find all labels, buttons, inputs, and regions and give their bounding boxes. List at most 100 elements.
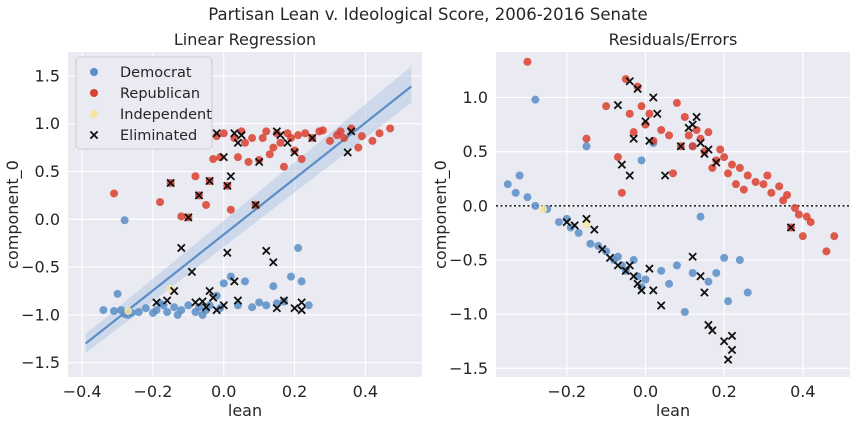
democrat-point [641,275,650,284]
eliminated-point [230,129,239,138]
republican-point [708,163,717,172]
republican-point [248,134,257,143]
right-chart-panel: −0.2 0.0 0.2 0.4 −1.5 −1.0 −0.5 0.0 0.5 1.0 Residu… [431,30,850,420]
y-axis-label: component_0 [3,160,23,269]
democrat-point [163,308,172,316]
republican-point [672,98,681,107]
y-tick-label: −1.0 [21,305,60,324]
y-tick-label: 1.0 [463,88,488,107]
eliminated-point [637,286,646,295]
democrat-point [511,188,520,197]
democrat-point [602,247,611,256]
democrat-point [99,306,108,315]
y-tick-label: −0.5 [449,251,488,270]
eliminated-point [230,277,239,286]
x-tick-label: 0.0 [633,382,658,401]
republican-point [357,132,366,141]
legend-box [75,56,213,150]
republican-point [743,171,752,180]
eliminated-point [191,298,200,307]
independent-point [166,285,175,294]
eliminated-point [613,100,623,110]
legend-label: Democrat [120,65,192,81]
eliminated-point [233,296,243,305]
republican-point [629,128,638,137]
democrat-point [184,301,193,310]
legend-label: Independent [120,107,212,123]
republican-point [625,109,634,118]
x-tick-label: 0.4 [353,382,378,401]
eliminated-point [692,112,701,122]
republican-point [790,204,799,212]
republican-point [783,191,792,199]
independent-point [539,205,548,214]
republican-point [665,131,674,140]
democrat-point [120,216,129,225]
democrat-point [110,307,119,316]
democrat-point [613,252,622,261]
eliminated-point [184,213,193,222]
republican-point [617,188,626,197]
y-tick-label: 1.0 [35,114,60,133]
democrat-point [743,288,752,297]
democrat-point [566,223,575,232]
republican-point [637,102,646,111]
republican-point [241,138,249,147]
democrat-point [586,239,595,248]
plot-area [496,52,850,377]
y-tick-label: −0.5 [21,258,60,277]
republican-point [602,102,611,111]
republican-point [700,147,709,156]
eliminated-point [276,130,285,140]
eliminated-point [613,261,623,270]
republican-point [318,126,327,135]
democrat-point [287,272,296,281]
republican-point [684,131,693,140]
republican-point [191,172,200,181]
republican-point [582,134,591,143]
republican-point [613,153,622,162]
eliminated-point [645,264,654,273]
eliminated-point [719,337,729,346]
democrat-point [219,279,228,288]
eliminated-point [656,301,666,310]
republican-point [763,171,772,180]
democrat-point [672,261,681,270]
eliminated-point [688,252,697,261]
republican-point [735,163,744,172]
eliminated-point [251,200,260,210]
democrat-point [688,269,697,277]
eliminated-point [198,297,207,306]
eliminated-point [629,272,638,281]
republican-point [692,126,701,134]
eliminated-point [269,258,278,267]
republican-point [368,136,377,145]
eliminated-point [625,77,634,86]
republican-point [386,124,395,133]
eliminated-point [194,191,204,200]
democrat-point [712,269,721,277]
republican-point [669,169,677,178]
eliminated-point [279,296,289,305]
eliminated-point [308,133,317,143]
democrat-point [724,297,733,306]
republican-point [354,143,363,152]
eliminated-point [704,145,713,154]
democrat-point [735,256,744,264]
democrat-point [304,301,313,310]
democrat-point [248,303,257,312]
eliminated-point [262,246,271,256]
democrat-point [554,218,563,227]
eliminated-point [219,152,228,162]
eliminated-point [605,253,615,263]
republican-point [276,138,285,147]
republican-point [794,210,803,219]
eliminated-point [223,248,232,257]
left-chart-panel: −0.4 −0.2 0.0 0.2 0.4 −1.5 −1.0 −0.5 0.0 0.5 1.0 1.… [3,30,422,420]
democrat-point [262,301,271,310]
democrat-point [241,277,249,286]
eliminated-point [649,286,658,295]
x-tick-label: 0.2 [282,382,307,401]
x-tick-label: −0.2 [134,382,173,401]
